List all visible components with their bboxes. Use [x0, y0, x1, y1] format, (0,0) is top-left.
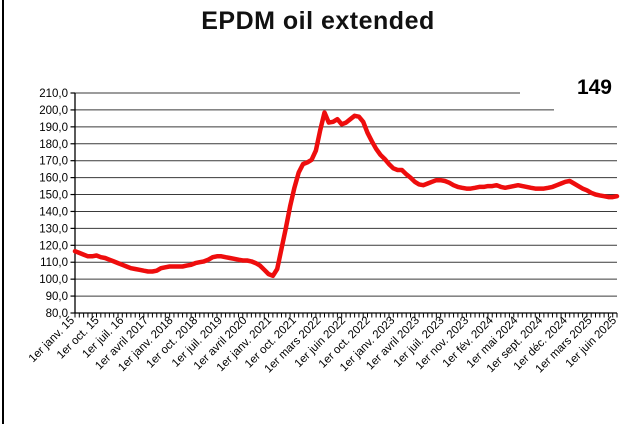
y-tick-label: 120,0	[39, 240, 68, 252]
y-tick-label: 190,0	[39, 122, 68, 134]
y-tick-label: 140,0	[39, 206, 68, 218]
y-tick-label: 160,0	[39, 173, 68, 185]
y-tick-label: 150,0	[39, 190, 68, 202]
y-tick-label: 110,0	[40, 257, 68, 269]
x-minor-ticks	[74, 313, 618, 318]
y-axis-labels: 210,0 200,0 190,0 180,0 170,0 160,0 150,0 140,0…	[39, 88, 75, 320]
y-tick-label: 170,0	[39, 156, 68, 168]
chart-title: EPDM oil extended	[201, 7, 435, 35]
y-tick-label: 130,0	[39, 223, 68, 235]
y-tick-label: 200,0	[39, 105, 68, 117]
frame-left-border	[2, 0, 4, 424]
latest-value-label: 149	[520, 74, 612, 104]
y-tick-label: 90,0	[46, 291, 68, 303]
y-tick-label: 210,0	[39, 88, 68, 100]
gridlines	[75, 92, 617, 297]
data-series-line	[72, 110, 620, 279]
axes	[74, 93, 617, 314]
y-tick-label: 100,0	[39, 274, 68, 286]
y-tick-label: 180,0	[39, 139, 68, 151]
y-tick-label: 80,0	[46, 308, 68, 320]
